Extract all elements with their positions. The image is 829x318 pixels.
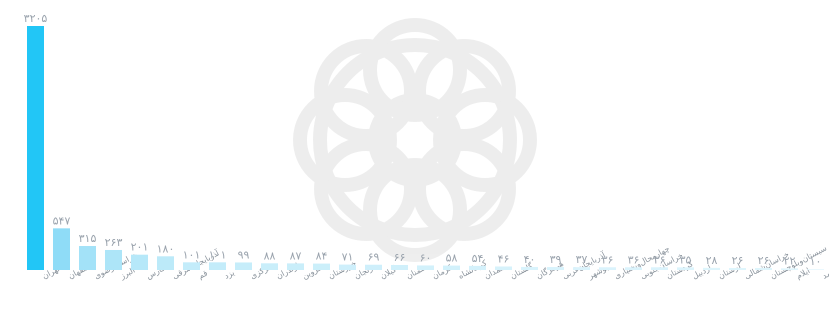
value-label: ۲۸ (706, 254, 718, 267)
value-label: ۳۷ (576, 253, 588, 266)
value-label: ۹۹ (238, 248, 250, 261)
bar (53, 228, 70, 270)
chart: ۳۲۰۵تهران۵۴۷اصفهان۳۱۵خراسان‌رضوی۲۶۳البرز… (0, 0, 829, 318)
bar (157, 256, 174, 270)
bar (183, 262, 200, 270)
value-label: ۲۰۱ (131, 241, 149, 254)
category-label: سمنان (405, 262, 429, 280)
bar (27, 26, 44, 270)
bar (79, 246, 96, 270)
bar (417, 265, 434, 270)
value-label: ۳۶ (602, 253, 614, 266)
bar (313, 264, 330, 270)
bar (781, 268, 798, 270)
value-label: ۶۶ (394, 251, 406, 264)
bar (521, 267, 538, 270)
bar (391, 265, 408, 270)
bar (339, 265, 356, 270)
value-label: ۸۴ (316, 250, 328, 263)
value-label: ۱۸۰ (157, 242, 175, 255)
bar (235, 262, 252, 270)
watermark (300, 25, 530, 255)
bar (807, 269, 824, 270)
category-label: قم (197, 268, 209, 280)
value-label: ۷۱ (342, 251, 354, 264)
value-label: ۱۰۱ (209, 248, 227, 261)
value-label: ۸۸ (264, 249, 276, 262)
bar (573, 267, 590, 270)
value-label: ۳۲۰۵ (24, 12, 48, 25)
bar (495, 266, 512, 270)
bar (625, 267, 642, 270)
value-label: ۲۶۳ (105, 236, 123, 249)
value-label: ۵۴۷ (53, 214, 71, 227)
value-label: ۶۰ (420, 251, 432, 264)
bar (365, 265, 382, 270)
value-label: ۲۶ (732, 254, 744, 267)
bar (443, 266, 460, 270)
value-label: ۶۹ (368, 251, 380, 264)
value-label: ۲۶ (758, 254, 770, 267)
bar (651, 267, 668, 270)
bar (677, 267, 694, 270)
value-label: ۳۶ (654, 253, 666, 266)
value-label: ۱۰ (810, 255, 822, 268)
bar (131, 255, 148, 270)
bar (261, 263, 278, 270)
value-label: ۵۸ (446, 252, 458, 265)
value-label: ۲۲ (784, 254, 796, 267)
bar (469, 266, 486, 270)
value-label: ۴۶ (498, 252, 510, 265)
bar (105, 250, 122, 270)
value-label: ۱۰۱ (183, 248, 201, 261)
bar (209, 262, 226, 270)
value-label: ۳۵ (680, 253, 692, 266)
value-label: ۵۴ (472, 252, 484, 265)
value-label: ۳۹ (550, 253, 562, 266)
value-label: ۴۰ (524, 253, 536, 266)
bar (287, 263, 304, 270)
value-label: ۸۷ (290, 249, 302, 262)
value-label: ۳۱۵ (79, 232, 97, 245)
bar (729, 268, 746, 270)
bar (547, 267, 564, 270)
value-label: ۳۶ (628, 253, 640, 266)
bar (755, 268, 772, 270)
bar (599, 267, 616, 270)
bar (703, 268, 720, 270)
